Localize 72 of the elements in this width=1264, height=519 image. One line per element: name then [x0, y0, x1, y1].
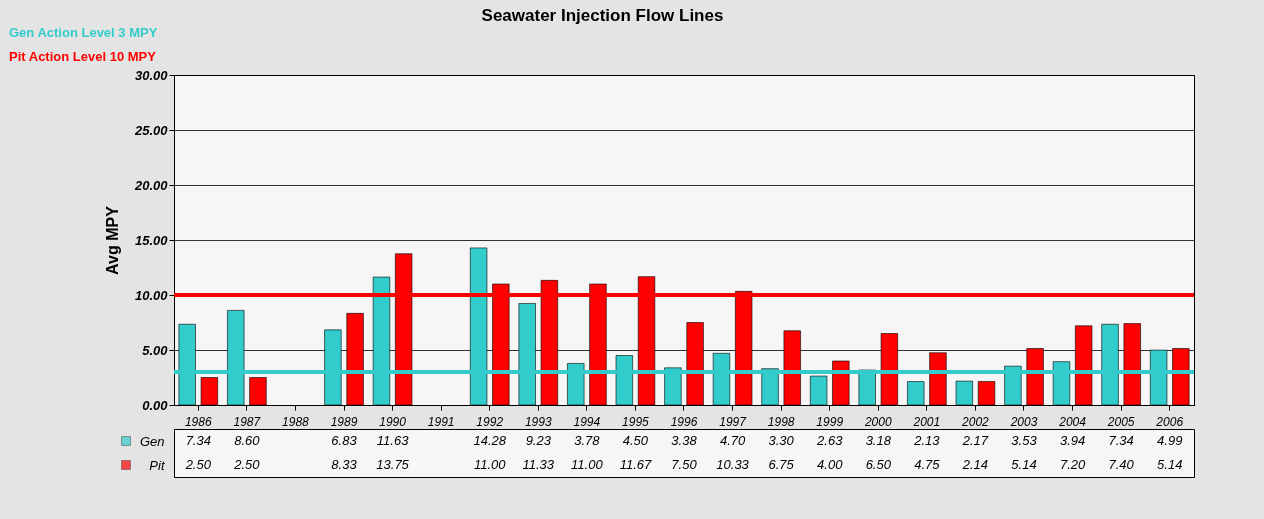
x-tick-label: 2000	[863, 414, 892, 429]
x-tick-label: 2003	[1009, 414, 1038, 429]
x-tick-label: 1987	[233, 414, 262, 429]
ref-line-label: Gen Action Level 3 MPY	[9, 25, 158, 40]
legend-label: Pit	[149, 457, 166, 473]
data-label: 9.23	[525, 433, 552, 448]
data-label: 4.50	[622, 433, 649, 448]
data-label: 2.50	[184, 457, 212, 472]
data-label: 13.75	[376, 457, 410, 472]
data-label: 3.18	[865, 433, 892, 448]
data-label: 7.34	[185, 433, 211, 448]
x-tick-label: 2001	[912, 414, 941, 429]
data-label: 3.53	[1011, 433, 1038, 448]
data-label: 4.75	[914, 457, 941, 472]
x-tick-label: 1993	[524, 414, 552, 429]
data-label: 6.75	[768, 457, 795, 472]
x-tick-label: 1999	[816, 414, 844, 429]
legend-label: Gen	[139, 433, 165, 449]
data-label: 6.50	[865, 457, 892, 472]
x-tick-label: 1991	[427, 414, 455, 429]
y-tick-label: 15.00	[134, 232, 169, 248]
x-tick-label: 1992	[476, 414, 504, 429]
data-label: 4.00	[817, 457, 844, 472]
data-label: 2.14	[961, 457, 989, 472]
chart-title: Seawater Injection Flow Lines	[481, 5, 724, 25]
data-label: 11.00	[571, 457, 604, 472]
x-tick-label: 1986	[184, 414, 212, 429]
data-label: 2.13	[913, 433, 941, 448]
x-tick-label: 1996	[670, 414, 698, 429]
x-tick-label: 2006	[1155, 414, 1184, 429]
data-label: 3.78	[574, 433, 601, 448]
data-label: 7.50	[671, 457, 698, 472]
y-tick-label: 0.00	[142, 397, 169, 413]
y-tick-label: 5.00	[142, 342, 169, 358]
x-tick-label: 2002	[961, 414, 990, 429]
data-label: 7.20	[1059, 457, 1086, 472]
data-label: 11.67	[619, 457, 652, 472]
data-label: 11.33	[522, 457, 555, 472]
x-tick-label: 2005	[1106, 414, 1135, 429]
x-tick-label: 2004	[1058, 414, 1087, 429]
data-label: 2.63	[816, 433, 844, 448]
data-label: 4.70	[719, 433, 746, 448]
data-label: 3.94	[1059, 433, 1086, 448]
ref-line-label: Pit Action Level 10 MPY	[9, 49, 157, 64]
y-axis-title: Avg MPY	[103, 205, 121, 275]
data-label: 7.34	[1108, 433, 1134, 448]
data-label: 5.14	[1011, 457, 1037, 472]
data-label: 6.83	[331, 433, 358, 448]
x-tick-label: 1994	[573, 414, 601, 429]
data-label: 3.30	[768, 433, 795, 448]
data-label: 7.40	[1108, 457, 1135, 472]
data-label: 5.14	[1157, 457, 1183, 472]
data-label: 8.33	[331, 457, 358, 472]
y-tick-label: 25.00	[133, 122, 169, 138]
data-label: 4.99	[1157, 433, 1183, 448]
x-tick-label: 1998	[767, 414, 795, 429]
x-tick-label: 1995	[622, 414, 650, 429]
data-label: 2.17	[961, 433, 989, 448]
data-label: 10.33	[716, 457, 750, 472]
x-tick-label: 1990	[379, 414, 407, 429]
y-tick-label: 10.00	[134, 287, 169, 303]
data-label: 14.28	[473, 433, 507, 448]
x-tick-label: 1997	[719, 414, 748, 429]
y-tick-label: 20.00	[133, 177, 169, 193]
data-label: 11.63	[376, 433, 410, 448]
data-label: 3.38	[671, 433, 698, 448]
x-tick-label: 1988	[282, 414, 310, 429]
data-label: 8.60	[234, 433, 261, 448]
data-label: 2.50	[233, 457, 261, 472]
data-label: 11.00	[473, 457, 507, 472]
x-tick-label: 1989	[330, 414, 358, 429]
y-tick-label: 30.00	[134, 67, 169, 83]
